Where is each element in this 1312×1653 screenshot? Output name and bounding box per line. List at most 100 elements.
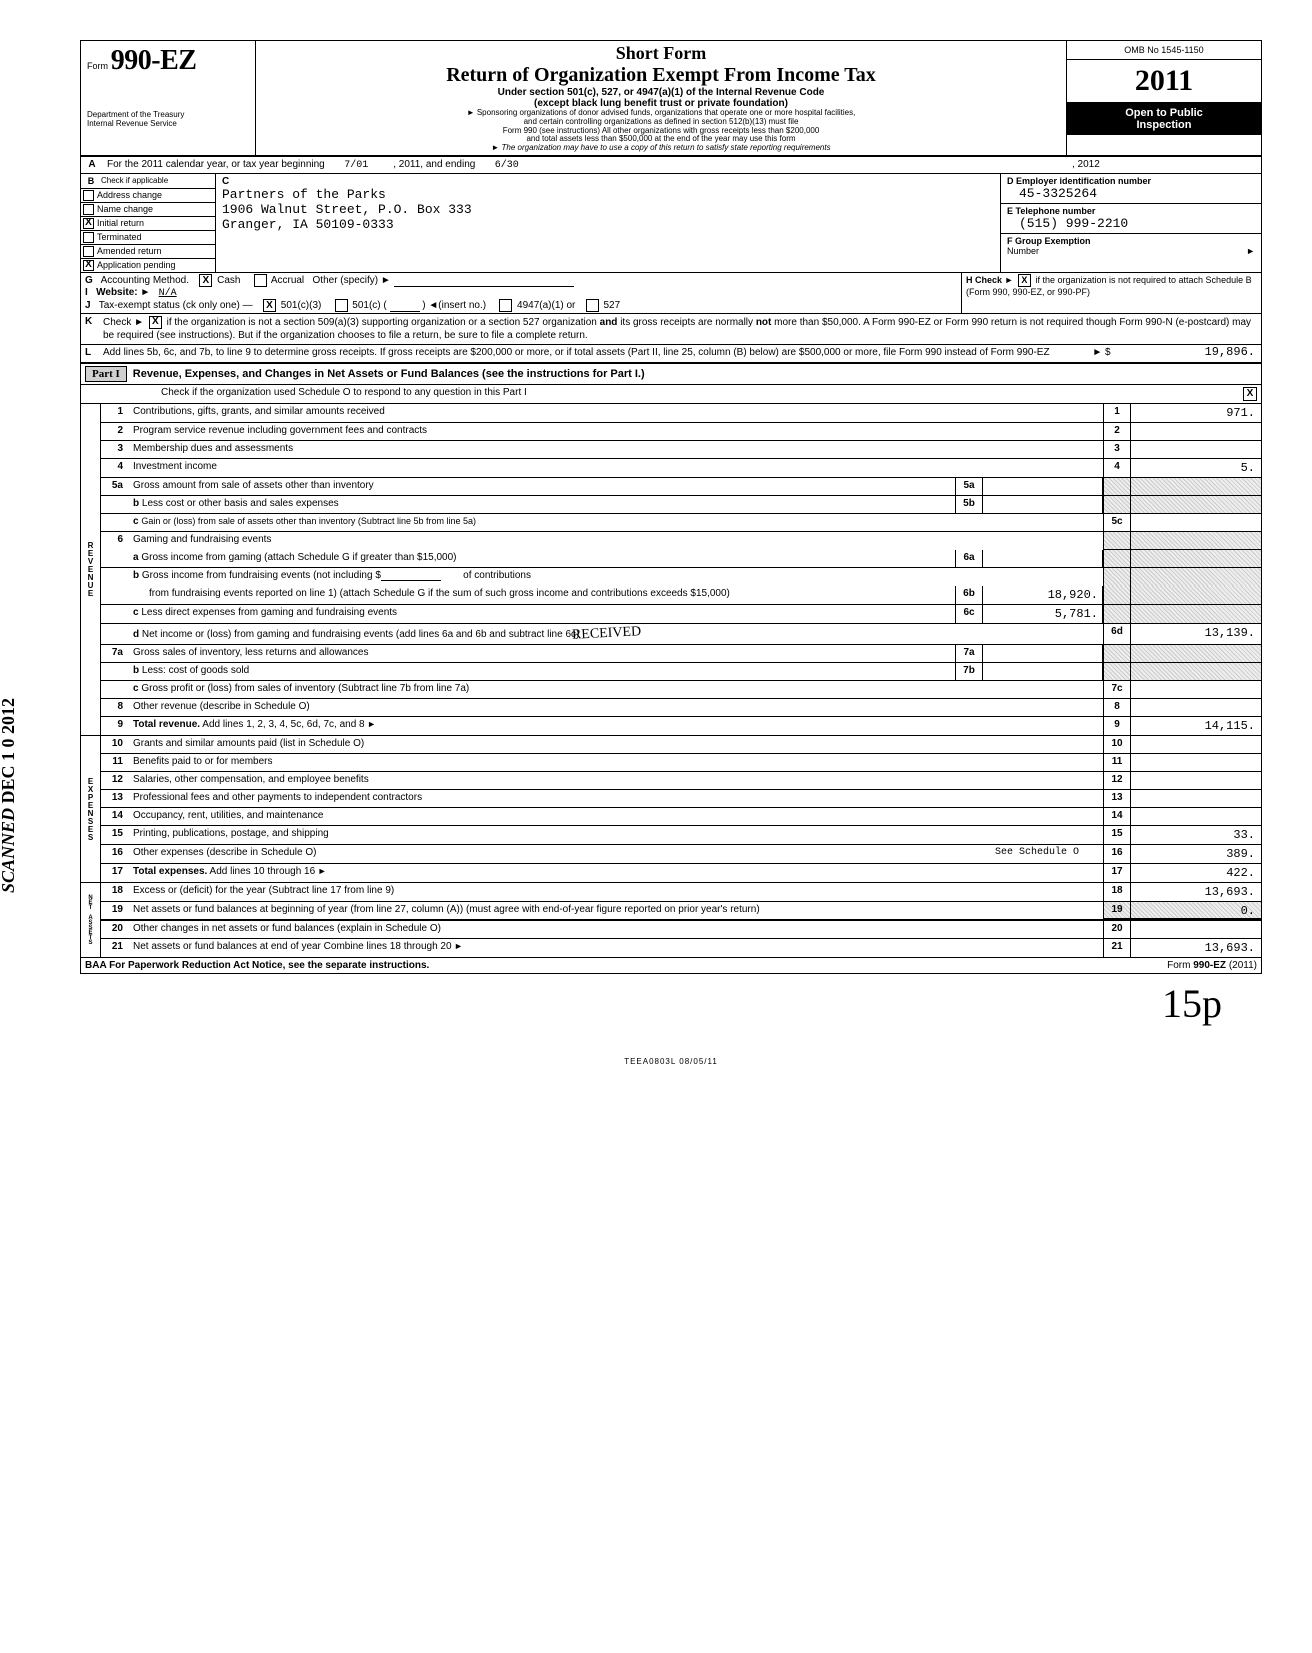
baa-notice: BAA For Paperwork Reduction Act Notice, … <box>85 960 429 971</box>
line-7b: b Less: cost of goods sold7b <box>101 663 1261 681</box>
form-label: Form <box>87 61 108 71</box>
line-gh: G Accounting Method. X Cash Accrual Othe… <box>81 273 1261 314</box>
header-right: OMB No 1545-1150 2011 Open to Public Ins… <box>1066 41 1261 155</box>
line-8: 8Other revenue (describe in Schedule O)8 <box>101 699 1261 717</box>
line-7c: c Gross profit or (loss) from sales of i… <box>101 681 1261 699</box>
chk-initial[interactable]: XInitial return <box>81 216 215 230</box>
form-version: Form 990-EZ (2011) <box>1167 960 1257 971</box>
chk-pending[interactable]: XApplication pending <box>81 258 215 272</box>
line-a: A For the 2011 calendar year, or tax yea… <box>81 157 1261 174</box>
f-label: F Group Exemption <box>1007 236 1091 246</box>
line-6b-2: from fundraising events reported on line… <box>101 586 1261 605</box>
phone: (515) 999-2210 <box>1007 216 1255 231</box>
header-center: Short Form Return of Organization Exempt… <box>256 41 1066 155</box>
form-number: 990-EZ <box>111 45 197 76</box>
org-addr1: 1906 Walnut Street, P.O. Box 333 <box>222 202 994 217</box>
line-5a: 5aGross amount from sale of assets other… <box>101 478 1261 496</box>
line-g: G Accounting Method. X Cash Accrual Othe… <box>81 273 961 313</box>
a-label: A <box>81 157 103 173</box>
sidelabel-expenses: EXPENSES <box>81 736 101 883</box>
tax-year: 2011 <box>1067 60 1261 103</box>
signature: 15p <box>80 980 1262 1027</box>
revenue-section: REVENUE 1Contributions, gifts, grants, a… <box>81 404 1261 736</box>
chk-accrual[interactable] <box>254 274 267 287</box>
a-year: , 2012 <box>1066 157 1261 173</box>
part1-title: Revenue, Expenses, and Changes in Net As… <box>133 368 645 380</box>
sidelabel-netassets: NET ASSETS <box>81 883 101 957</box>
col-de: D Employer identification number 45-3325… <box>1001 174 1261 272</box>
line-6c: c Less direct expenses from gaming and f… <box>101 605 1261 624</box>
title-return: Return of Organization Exempt From Incom… <box>264 64 1058 87</box>
chk-k[interactable]: X <box>149 316 162 329</box>
e-block: E Telephone number (515) 999-2210 <box>1001 204 1261 234</box>
line-14: 14Occupancy, rent, utilities, and mainte… <box>101 808 1261 826</box>
part1-header: Part I Revenue, Expenses, and Changes in… <box>81 364 1261 385</box>
fine5: ► The organization may have to use a cop… <box>264 144 1058 153</box>
expenses-section: EXPENSES 10Grants and similar amounts pa… <box>81 736 1261 883</box>
org-name: Partners of the Parks <box>222 187 994 202</box>
line-h: H Check ► X if the organization is not r… <box>961 273 1261 313</box>
line-3: 3Membership dues and assessments3 <box>101 441 1261 459</box>
chk-terminated[interactable]: Terminated <box>81 230 215 244</box>
open1: Open to Public <box>1069 107 1259 119</box>
netassets-section: NET ASSETS 18Excess or (deficit) for the… <box>81 883 1261 958</box>
f-arrow: ► <box>1246 246 1255 256</box>
line-l: L Add lines 5b, 6c, and 7b, to line 9 to… <box>81 345 1261 364</box>
header-left: Form 990-EZ Department of the Treasury I… <box>81 41 256 155</box>
line-20: 20Other changes in net assets or fund ba… <box>101 921 1261 939</box>
line-17: 17Total expenses. Add lines 10 through 1… <box>101 864 1261 883</box>
form-990ez: SCANNED DEC 1 0 2012 Form 990-EZ Departm… <box>80 40 1262 974</box>
chk-address[interactable]: Address change <box>81 188 215 202</box>
line-19b: 190. <box>101 902 1261 921</box>
ein: 45-3325264 <box>1007 186 1255 201</box>
chk-h[interactable]: X <box>1018 274 1031 287</box>
f-label2: Number <box>1007 246 1039 256</box>
website: N/A <box>159 288 177 299</box>
scan-date: DEC 1 0 2012 <box>0 698 18 804</box>
scanned-label: SCANNED <box>0 808 18 893</box>
a-text: For the 2011 calendar year, or tax year … <box>103 157 1066 173</box>
received-stamp: RECEIVED <box>572 624 642 644</box>
line-1: 1Contributions, gifts, grants, and simil… <box>101 404 1261 423</box>
bcd-block: B Check if applicable Address change Nam… <box>81 174 1261 273</box>
chk-cash[interactable]: X <box>199 274 212 287</box>
line-6: 6Gaming and fundraising events <box>101 532 1261 550</box>
end-date: 6/30 <box>495 160 519 171</box>
line-4: 4Investment income45. <box>101 459 1261 478</box>
omb: OMB No 1545-1150 <box>1067 41 1261 60</box>
line-12: 12Salaries, other compensation, and empl… <box>101 772 1261 790</box>
chk-4947[interactable] <box>499 299 512 312</box>
b-hdr: Check if applicable <box>101 174 168 188</box>
line-16: 16Other expenses (describe in Schedule O… <box>101 845 1261 864</box>
org-addr2: Granger, IA 50109-0333 <box>222 217 994 232</box>
chk-name[interactable]: Name change <box>81 202 215 216</box>
line-9: 9Total revenue. Add lines 1, 2, 3, 4, 5c… <box>101 717 1261 736</box>
subtitle: Under section 501(c), 527, or 4947(a)(1)… <box>264 87 1058 98</box>
col-b: B Check if applicable Address change Nam… <box>81 174 216 272</box>
gross-receipts: 19,896. <box>1205 345 1255 360</box>
begin-date: 7/01 <box>344 160 368 171</box>
b-label: B <box>81 174 101 188</box>
dept-irs: Internal Revenue Service <box>87 120 249 129</box>
chk-501c[interactable] <box>335 299 348 312</box>
line-5b: b Less cost or other basis and sales exp… <box>101 496 1261 514</box>
chk-amended[interactable]: Amended return <box>81 244 215 258</box>
f-block: F Group Exemption Number ► <box>1001 234 1261 258</box>
header: Form 990-EZ Department of the Treasury I… <box>81 41 1261 157</box>
title-short: Short Form <box>264 43 1058 64</box>
line-10: 10Grants and similar amounts paid (list … <box>101 736 1261 754</box>
d-label: D Employer identification number <box>1007 176 1151 186</box>
side-stamp: SCANNED DEC 1 0 2012 <box>0 698 19 893</box>
line-15: 15Printing, publications, postage, and s… <box>101 826 1261 845</box>
sidelabel-revenue: REVENUE <box>81 404 101 736</box>
c-label: C <box>222 176 994 187</box>
line-7a: 7aGross sales of inventory, less returns… <box>101 645 1261 663</box>
d-block: D Employer identification number 45-3325… <box>1001 174 1261 204</box>
line-6d: d Net income or (loss) from gaming and f… <box>101 624 1261 645</box>
line-21: 21Net assets or fund balances at end of … <box>101 939 1261 957</box>
chk-527[interactable] <box>586 299 599 312</box>
line-6b-1: b Gross income from fundraising events (… <box>101 568 1261 586</box>
chk-501c3[interactable]: X <box>263 299 276 312</box>
check-o-line: Check if the organization used Schedule … <box>81 385 1261 404</box>
chk-schedule-o[interactable]: X <box>1243 387 1257 401</box>
